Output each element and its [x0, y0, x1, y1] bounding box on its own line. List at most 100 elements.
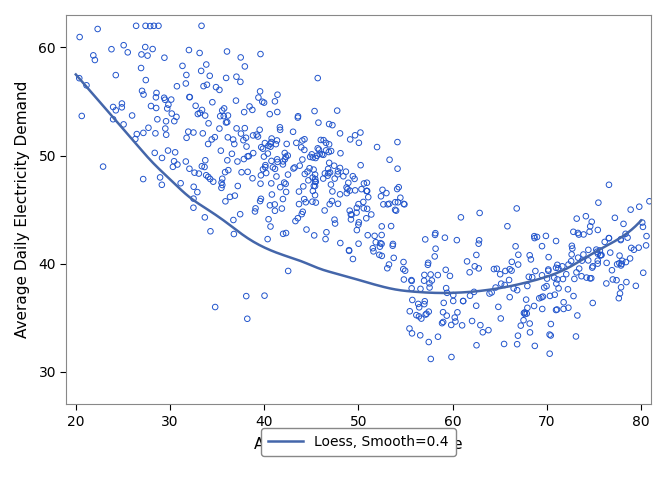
Point [324, 200, 335, 208]
Point [272, 90, 283, 98]
Point [470, 262, 480, 270]
Point [251, 130, 262, 138]
Point [244, 152, 254, 160]
Point [250, 208, 260, 216]
Point [420, 297, 430, 305]
Point [616, 284, 627, 292]
Point [510, 242, 521, 250]
Point [525, 328, 535, 336]
Point [484, 290, 495, 298]
Point [384, 200, 394, 208]
Point [264, 202, 275, 209]
Point [235, 54, 246, 62]
Point [302, 168, 313, 175]
Point [127, 112, 137, 120]
Point [521, 310, 532, 318]
Point [264, 110, 275, 118]
Point [581, 212, 591, 220]
Point [266, 180, 276, 188]
Point [106, 45, 117, 53]
Point [143, 52, 153, 60]
Point [541, 232, 551, 240]
Point [258, 152, 269, 160]
Point [270, 165, 280, 173]
Point [275, 126, 286, 134]
Point [616, 260, 627, 268]
Point [343, 179, 354, 187]
Point [300, 198, 311, 206]
Point [238, 155, 249, 163]
Point [266, 190, 277, 198]
Point [419, 271, 430, 279]
Point [563, 286, 573, 294]
Point [452, 308, 463, 316]
Point [181, 71, 192, 79]
Point [545, 332, 556, 340]
Point [415, 285, 426, 293]
Point [392, 185, 402, 193]
Point [615, 262, 626, 270]
Point [523, 273, 534, 281]
Point [256, 143, 266, 151]
Point [353, 240, 364, 248]
Point [280, 180, 291, 188]
Point [368, 244, 378, 252]
Point [474, 264, 484, 272]
Point [358, 198, 369, 206]
Point [291, 139, 302, 147]
Point [279, 178, 290, 186]
Point [614, 252, 625, 260]
Point [248, 149, 258, 157]
Point [159, 94, 169, 102]
Point [563, 304, 573, 312]
Point [595, 252, 605, 260]
Point [163, 146, 173, 154]
Point [324, 148, 334, 156]
Point [338, 172, 349, 180]
Point [309, 107, 320, 115]
Point [296, 144, 306, 152]
Point [310, 178, 321, 186]
Point [563, 260, 574, 268]
Point [229, 140, 240, 148]
Point [180, 158, 191, 166]
Point [266, 134, 277, 142]
Point [356, 185, 367, 193]
Point [641, 242, 651, 250]
Point [471, 251, 482, 259]
Point [188, 183, 199, 191]
Point [265, 222, 276, 230]
Point [450, 314, 460, 322]
Point [450, 318, 461, 326]
Point [150, 130, 161, 138]
Point [633, 244, 644, 252]
Point [275, 183, 286, 191]
Point [489, 265, 500, 273]
Point [374, 251, 385, 259]
Point [400, 266, 410, 274]
Point [184, 93, 195, 101]
Point [320, 170, 330, 177]
Point [398, 200, 409, 208]
Point [537, 272, 547, 280]
Point [175, 179, 186, 187]
Point [131, 130, 142, 138]
Point [352, 226, 362, 234]
Point [543, 267, 553, 275]
Point [162, 104, 172, 112]
Point [567, 244, 577, 252]
Point [310, 198, 321, 206]
Point [272, 156, 282, 164]
Point [398, 258, 409, 266]
Point [445, 272, 456, 280]
Point [490, 284, 501, 292]
Point [228, 216, 238, 224]
Point [358, 180, 369, 188]
Point [465, 292, 476, 300]
Point [168, 163, 178, 171]
Point [314, 146, 324, 154]
Point [529, 342, 540, 350]
Point [506, 266, 517, 274]
Point [388, 242, 398, 250]
Point [626, 244, 637, 252]
